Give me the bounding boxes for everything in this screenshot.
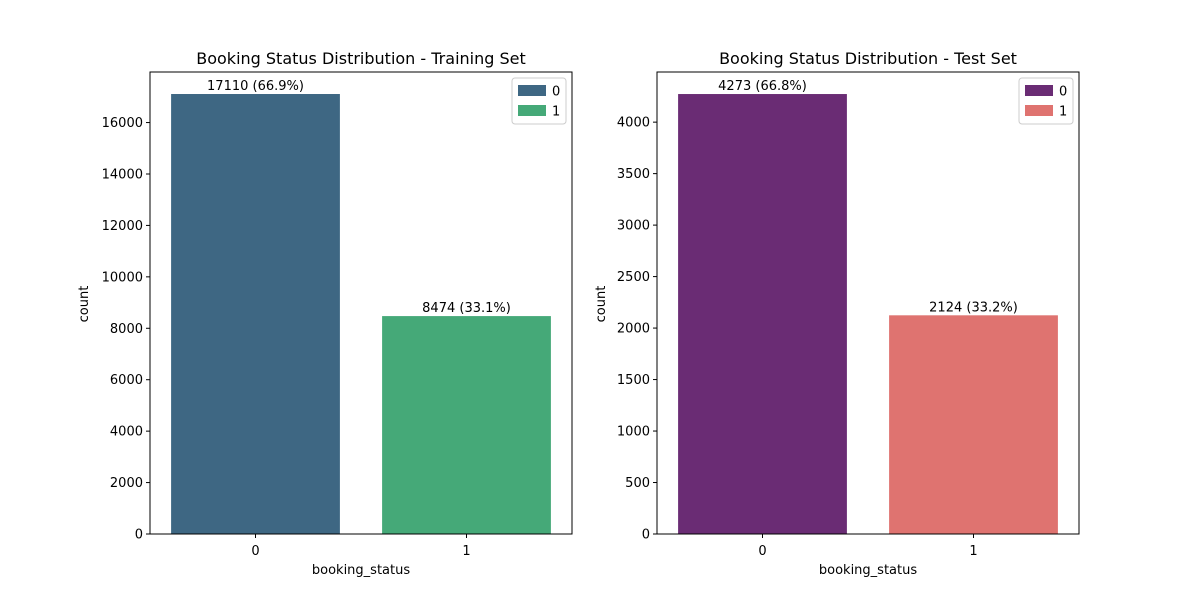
legend: 01 [1018, 77, 1074, 125]
bar-0 [678, 94, 847, 534]
chart-test-set: Booking Status Distribution - Test Set b… [594, 49, 1080, 578]
y-tick-label: 4000 [617, 116, 650, 131]
y-tick-label: 4000 [110, 425, 143, 440]
legend-label-0: 0 [552, 85, 560, 100]
y-tick-label: 12000 [102, 219, 143, 234]
y-tick-label: 0 [135, 528, 143, 543]
x-tick-label: 0 [758, 544, 766, 559]
y-axis-label: count [594, 286, 609, 323]
legend-swatch-0 [518, 85, 546, 96]
data-labels: 17110 (66.9%) 8474 (33.1%) [207, 79, 511, 316]
legend-label-0: 0 [1059, 85, 1067, 100]
legend: 01 [511, 77, 567, 125]
bars [171, 94, 551, 535]
y-tick-label: 500 [625, 476, 650, 491]
data-labels: 4273 (66.8%) 2124 (33.2%) [718, 79, 1018, 315]
x-axis-label: booking_status [312, 563, 410, 578]
plot-frame [149, 71, 573, 535]
data-label-1: 2124 (33.2%) [929, 300, 1018, 315]
plot-frame [656, 71, 1080, 535]
data-label-0: 4273 (66.8%) [718, 79, 807, 94]
legend-label-1: 1 [552, 105, 560, 120]
legend-swatch-0 [1025, 85, 1053, 96]
y-tick-label: 8000 [110, 322, 143, 337]
y-tick-label: 2000 [110, 476, 143, 491]
legend-label-1: 1 [1059, 105, 1067, 120]
y-tick-label: 1000 [617, 425, 650, 440]
y-tick-label: 3500 [617, 167, 650, 182]
bar-0 [171, 94, 340, 535]
bars [678, 94, 1058, 534]
y-axis-label: count [77, 286, 92, 323]
x-axis-label: booking_status [819, 563, 917, 578]
chart-title: Booking Status Distribution - Test Set [719, 49, 1017, 68]
y-axis-ticks: 0 500 1000 1500 2000 2500 3000 3500 4000 [617, 116, 657, 543]
data-label-0: 17110 (66.9%) [207, 79, 304, 94]
bar-1 [382, 316, 551, 534]
legend-swatch-1 [518, 105, 546, 116]
data-label-1: 8474 (33.1%) [422, 301, 511, 316]
y-tick-label: 3000 [617, 219, 650, 234]
bar-1 [889, 315, 1058, 534]
y-axis-ticks: 0 2000 4000 6000 8000 10000 12000 14000 16000 [102, 116, 150, 543]
x-tick-label: 0 [251, 544, 259, 559]
x-tick-label: 1 [462, 544, 470, 559]
y-tick-label: 0 [642, 528, 650, 543]
y-tick-label: 1500 [617, 373, 650, 388]
y-tick-label: 14000 [102, 167, 143, 182]
y-tick-label: 16000 [102, 116, 143, 131]
y-tick-label: 10000 [102, 270, 143, 285]
x-tick-label: 1 [969, 544, 977, 559]
y-tick-label: 6000 [110, 373, 143, 388]
chart-training-set: Booking Status Distribution - Training S… [77, 49, 573, 578]
y-tick-label: 2500 [617, 270, 650, 285]
legend-swatch-1 [1025, 105, 1053, 116]
y-tick-label: 2000 [617, 322, 650, 337]
chart-title: Booking Status Distribution - Training S… [196, 49, 526, 68]
